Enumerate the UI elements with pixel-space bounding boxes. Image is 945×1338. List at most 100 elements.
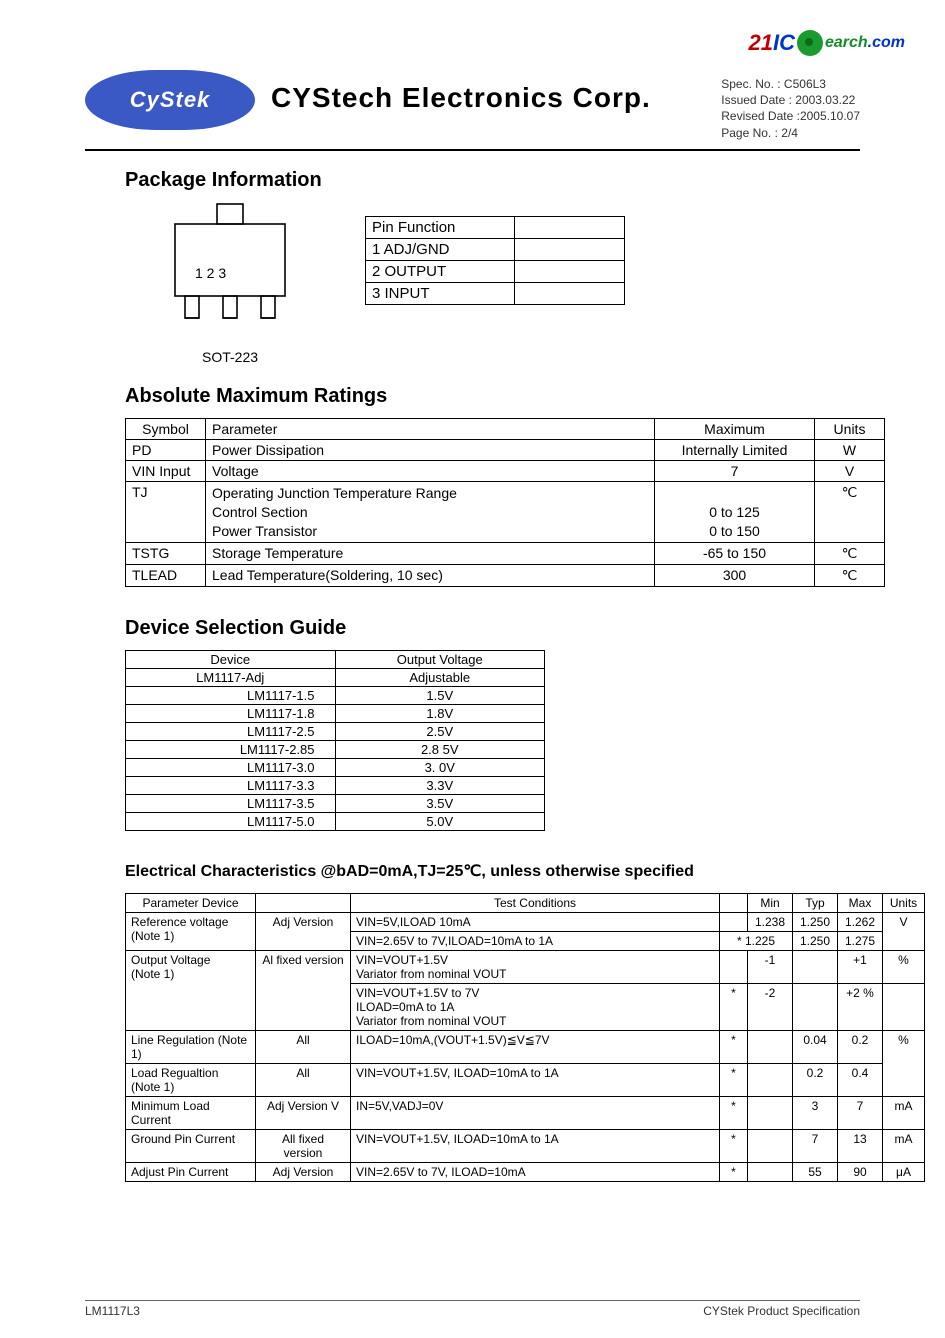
table-row: Ground Pin CurrentAll fixed versionVIN=V… — [126, 1130, 925, 1163]
logo-text: CyStek — [130, 87, 211, 113]
table-cell: VIN=VOUT+1.5V to 7VILOAD=0mA to 1AVariat… — [351, 984, 720, 1031]
table-cell: 0.4 — [838, 1064, 883, 1097]
spec-no: Spec. No. : C506L3 — [721, 76, 860, 92]
table-cell: ℃ — [815, 543, 885, 565]
revised-date: Revised Date :2005.10.07 — [721, 108, 860, 124]
table-row: TSTGStorage Temperature-65 to 150℃ — [126, 543, 885, 565]
table-row: Reference voltage(Note 1)Adj VersionVIN=… — [126, 913, 925, 932]
issued-date: Issued Date : 2003.03.22 — [721, 92, 860, 108]
company-logo: CyStek — [85, 70, 255, 130]
table-row: Minimum Load CurrentAdj Version VIN=5V,V… — [126, 1097, 925, 1130]
pin-table-header: Pin Function — [366, 216, 515, 238]
table-cell: VIN=VOUT+1.5V, ILOAD=10mA to 1A — [351, 1064, 720, 1097]
table-cell — [883, 984, 925, 1031]
pin-numbers: 1 2 3 — [195, 265, 226, 281]
table-cell: ℃ — [815, 565, 885, 587]
watermark-ic: IC — [773, 30, 795, 56]
section-package-info: Package Information — [125, 169, 860, 192]
amr-h-unit: Units — [815, 418, 885, 439]
table-cell: 3.3V — [335, 777, 545, 795]
table-cell: % — [883, 951, 925, 984]
table-cell: Adjust Pin Current — [126, 1163, 256, 1182]
table-cell: * — [720, 1064, 748, 1097]
table-cell: ILOAD=10mA,(VOUT+1.5V)≦V≦7V — [351, 1031, 720, 1064]
table-cell — [748, 1163, 793, 1182]
ec-table: Parameter Device Test Conditions Min Typ… — [125, 893, 925, 1182]
table-cell: 3.5V — [335, 795, 545, 813]
table-cell: VIN=VOUT+1.5V, ILOAD=10mA to 1A — [351, 1130, 720, 1163]
table-cell: LM1117-Adj — [126, 669, 336, 687]
table-cell: 0.04 — [793, 1031, 838, 1064]
table-cell: LM1117-2.5 — [126, 723, 336, 741]
sot-label: SOT-223 — [155, 349, 305, 365]
table-cell: Internally Limited — [655, 439, 815, 460]
table-row: LM1117-3.33.3V — [126, 777, 545, 795]
table-cell: 1.5V — [335, 687, 545, 705]
ec-h-unit: Units — [883, 894, 925, 913]
ec-h-max: Max — [838, 894, 883, 913]
pin-row-1: 1 ADJ/GND — [366, 238, 515, 260]
table-cell: mA — [883, 1097, 925, 1130]
table-row: Output Voltage(Note 1)Al fixed versionVI… — [126, 951, 925, 984]
amr-h-max: Maximum — [655, 418, 815, 439]
table-row: LM1117-2.52.5V — [126, 723, 545, 741]
table-row: TLEADLead Temperature(Soldering, 10 sec)… — [126, 565, 885, 587]
ec-h-star — [720, 894, 748, 913]
table-row: LM1117-1.51.5V — [126, 687, 545, 705]
table-row: Adjust Pin CurrentAdj VersionVIN=2.65V t… — [126, 1163, 925, 1182]
table-cell: Operating Junction Temperature RangeCont… — [206, 481, 655, 543]
ec-h-typ: Typ — [793, 894, 838, 913]
table-cell: mA — [883, 1130, 925, 1163]
amr-h-param: Parameter — [206, 418, 655, 439]
watermark-logo: 21IC earch.com — [748, 30, 905, 56]
table-cell: Adj Version V — [256, 1097, 351, 1130]
table-cell: 0.2 — [838, 1031, 883, 1064]
table-row: VIN InputVoltage7V — [126, 460, 885, 481]
header: CyStek CYStech Electronics Corp. Spec. N… — [85, 70, 860, 141]
table-cell: LM1117-2.85 — [126, 741, 336, 759]
section-dsg: Device Selection Guide — [125, 617, 860, 640]
table-cell: 1.275 — [838, 932, 883, 951]
table-cell: VIN Input — [126, 460, 206, 481]
header-rule — [85, 149, 860, 151]
table-row: LM1117-2.852.8 5V — [126, 741, 545, 759]
table-row: LM1117-3.03. 0V — [126, 759, 545, 777]
watermark-21: 21 — [748, 30, 772, 56]
spec-meta: Spec. No. : C506L3 Issued Date : 2003.03… — [721, 70, 860, 141]
table-cell: VIN=5V,ILOAD 10mA — [351, 913, 720, 932]
table-cell: PD — [126, 439, 206, 460]
table-row: LM1117-AdjAdjustable — [126, 669, 545, 687]
table-row: LM1117-1.81.8V — [126, 705, 545, 723]
table-cell: * — [720, 984, 748, 1031]
table-cell: 2.8 5V — [335, 741, 545, 759]
table-cell: 7 — [838, 1097, 883, 1130]
table-cell: TLEAD — [126, 565, 206, 587]
table-cell: 5.0V — [335, 813, 545, 831]
footer: LM1117L3 CYStek Product Specification — [85, 1300, 860, 1318]
table-cell: * — [720, 1031, 748, 1064]
table-cell: 7 — [655, 460, 815, 481]
table-cell: 1.250 — [793, 913, 838, 932]
table-cell: -65 to 150 — [655, 543, 815, 565]
table-cell: * — [720, 1130, 748, 1163]
table-cell: Al fixed version — [256, 951, 351, 1031]
table-cell — [748, 1064, 793, 1097]
table-cell: V — [815, 460, 885, 481]
table-cell: Voltage — [206, 460, 655, 481]
table-cell: Load Regualtion (Note 1) — [126, 1064, 256, 1097]
table-cell: -1 — [748, 951, 793, 984]
table-cell: LM1117-3.5 — [126, 795, 336, 813]
table-cell: VIN=VOUT+1.5VVariator from nominal VOUT — [351, 951, 720, 984]
table-row: LM1117-3.53.5V — [126, 795, 545, 813]
table-cell: All fixed version — [256, 1130, 351, 1163]
table-cell — [720, 951, 748, 984]
table-cell: 55 — [793, 1163, 838, 1182]
table-cell: 2.5V — [335, 723, 545, 741]
company-name: CYStech Electronics Corp. — [271, 70, 705, 114]
table-cell: V — [883, 913, 925, 951]
table-cell: LM1117-1.5 — [126, 687, 336, 705]
table-cell: VIN=2.65V to 7V, ILOAD=10mA — [351, 1163, 720, 1182]
table-cell: μA — [883, 1163, 925, 1182]
table-cell: 300 — [655, 565, 815, 587]
table-cell: * — [720, 1163, 748, 1182]
